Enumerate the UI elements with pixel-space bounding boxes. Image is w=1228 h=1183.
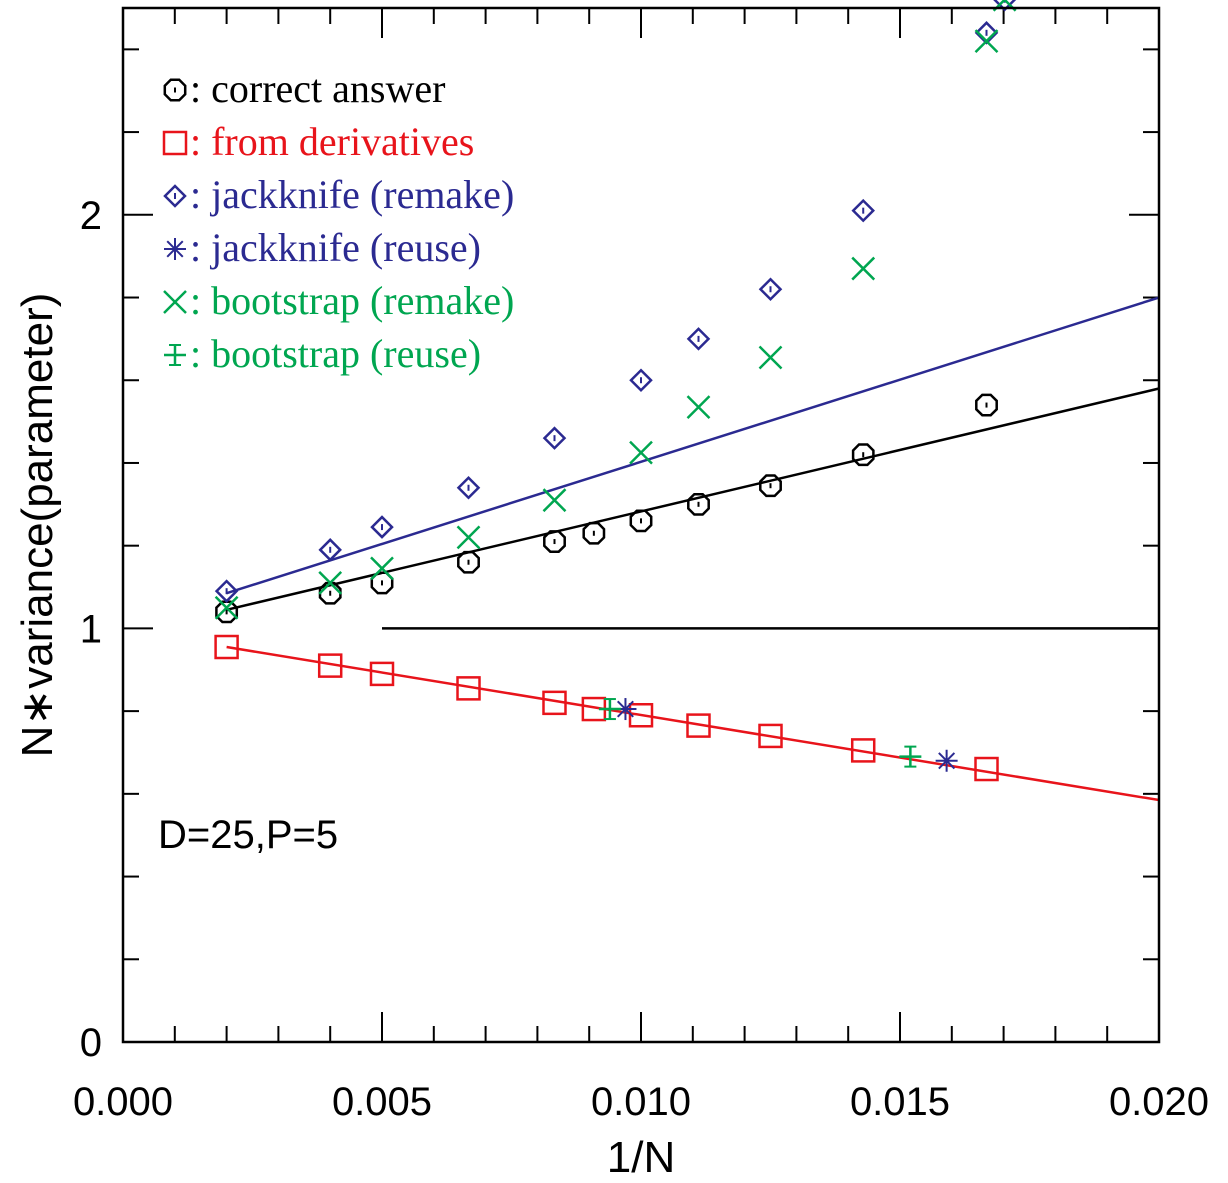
data-point-octagon [457, 550, 480, 574]
legend-item-3: : jackknife (reuse) [164, 225, 481, 270]
data-point-octagon [629, 509, 653, 533]
data-point-cross [686, 395, 711, 420]
legend-item-0: : correct answer [163, 66, 445, 111]
legend-symbol-diamond-icon [163, 184, 187, 208]
data-point-diamond [318, 538, 342, 562]
legend-symbol-asterisk-icon [164, 238, 186, 260]
data-point-plus-errbar [598, 698, 621, 721]
data-point-square [369, 661, 395, 687]
fit-line [226, 645, 1160, 802]
data-point-cross [214, 595, 239, 620]
data-point-square [628, 703, 654, 728]
legend-glyph [164, 238, 186, 260]
legend-symbol-octagon-icon [163, 78, 187, 102]
data-point-octagon [851, 443, 875, 467]
x-tick-label: 0.020 [1109, 1080, 1209, 1124]
data-point-square [456, 676, 481, 701]
data-point-diamond [686, 327, 711, 351]
legend-label: : correct answer [190, 66, 445, 111]
legend-item-1: : from derivatives [162, 119, 474, 164]
data-points [214, 0, 1017, 782]
data-point-diamond [542, 426, 567, 450]
y-axis-title: N∗variance(parameter) [13, 293, 62, 758]
x-tick-label: 0.005 [332, 1080, 432, 1124]
data-point-square [974, 756, 999, 782]
x-tick-label: 0.010 [591, 1080, 691, 1124]
legend-label: : jackknife (reuse) [190, 225, 481, 270]
data-point-octagon [759, 474, 782, 498]
legend-symbol-square-icon [162, 130, 188, 156]
legend-symbol-cross-icon [163, 290, 187, 314]
legend-label: : from derivatives [190, 119, 474, 164]
data-point-octagon [975, 393, 998, 417]
x-tick-label: 0.015 [850, 1080, 950, 1124]
data-point-octagon [543, 530, 566, 553]
data-point-asterisk [935, 749, 958, 772]
legend-symbol-plus-errbar-icon [164, 344, 186, 366]
legend-glyph [163, 184, 187, 208]
data-point-octagon [318, 581, 342, 605]
data-point-diamond [370, 515, 394, 539]
data-point-square [850, 738, 876, 763]
data-point-cross [456, 525, 481, 550]
data-point-octagon [582, 521, 606, 545]
legend-glyph [164, 344, 186, 366]
legend-item-2: : jackknife (remake) [163, 172, 514, 217]
data-point-square [758, 723, 783, 749]
data-point-cross [370, 556, 394, 581]
data-point-diamond [851, 198, 875, 223]
data-point-cross [974, 29, 999, 53]
legend-glyph [163, 290, 187, 314]
y-tick-label: 0 [80, 1021, 102, 1065]
data-point-octagon [687, 492, 710, 516]
data-point-cross [318, 571, 343, 595]
x-tick-label: 0.000 [73, 1080, 173, 1124]
y-tick-label: 1 [80, 607, 102, 651]
legend-item-5: : bootstrap (reuse) [164, 331, 481, 376]
data-point-cross [542, 488, 567, 513]
data-point-diamond [629, 368, 653, 393]
legend: : correct answer : from derivatives : ja… [162, 66, 514, 376]
plot-frame [121, 6, 1161, 1044]
data-point-cross [851, 256, 876, 281]
data-point-cross [629, 440, 653, 465]
data-point-diamond [993, 0, 1017, 12]
legend-label: : jackknife (remake) [190, 172, 514, 217]
legend-label: : bootstrap (reuse) [190, 331, 481, 376]
data-point-square [214, 634, 239, 660]
ticks-layer: 0.000 0.005 0.010 0.015 0.020 0 1 2 [73, 8, 1209, 1124]
data-point-square [686, 713, 711, 738]
legend-glyph [162, 130, 188, 156]
y-tick-label: 2 [80, 194, 102, 238]
legend-glyph [163, 78, 187, 102]
data-point-square [317, 653, 343, 678]
legend-item-4: : bootstrap (remake) [163, 278, 514, 323]
data-point-plus-errbar [899, 745, 922, 768]
fit-line [226, 296, 1160, 595]
x-axis-title: 1/N [607, 1133, 675, 1182]
annotation-text: D=25,P=5 [158, 813, 338, 857]
data-point-cross [758, 345, 783, 370]
data-point-square [542, 690, 567, 716]
data-point-octagon [215, 600, 239, 624]
fit-line [226, 387, 1160, 612]
data-point-diamond [214, 579, 239, 603]
data-point-diamond [456, 476, 481, 500]
data-point-diamond [758, 277, 783, 302]
legend-label: : bootstrap (remake) [190, 278, 514, 323]
